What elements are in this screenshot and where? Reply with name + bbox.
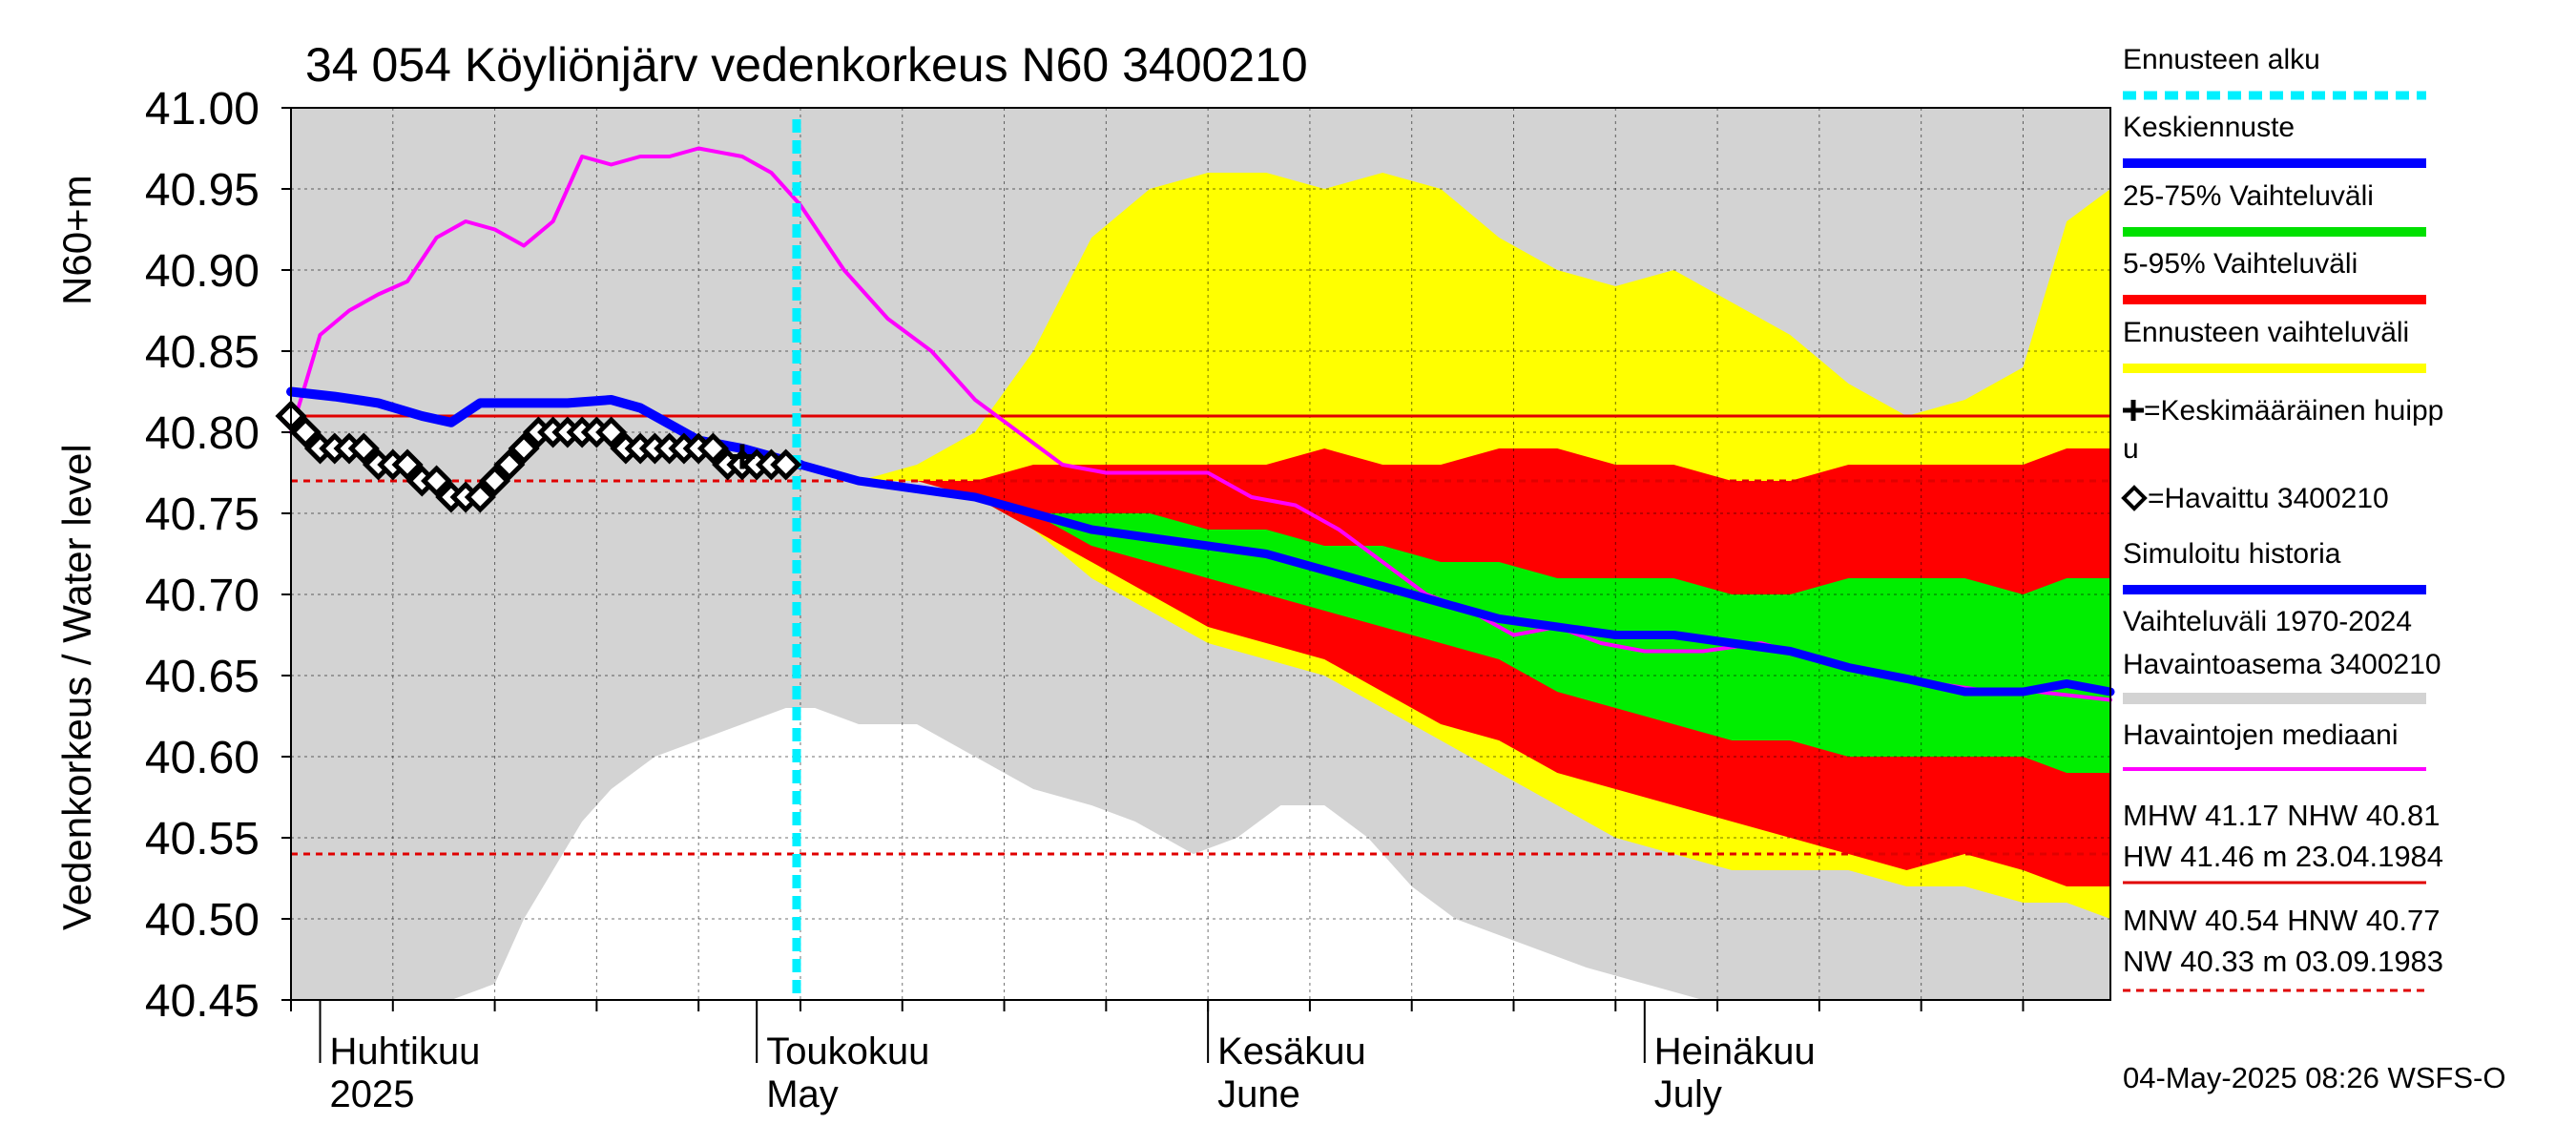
- observed-point: [493, 448, 526, 481]
- legend-25-75-vaihteluv-li: 25-75% Vaihteluväli: [2123, 180, 2374, 212]
- y-axis-ticks: 41.00 40.95 40.90 40.85 40.80 40.75 40.70 40.65…: [145, 84, 291, 1027]
- series-line-keskiennuste: [796, 460, 2115, 697]
- plot-border: [290, 107, 2111, 1001]
- y-tick-label: 40.90: [145, 246, 260, 297]
- month-label: Heinäkuu: [1654, 1030, 1816, 1072]
- y-tick-label: 40.65: [145, 652, 260, 702]
- legend-keskiennuste: Keskiennuste: [2123, 112, 2295, 143]
- y-tick-label: 40.70: [145, 571, 260, 621]
- month-label: Huhtikuu: [330, 1030, 481, 1072]
- y-tick-label: 40.85: [145, 327, 260, 378]
- y-axis-unit-label: N60+m: [54, 175, 99, 305]
- observed-point: [595, 416, 628, 448]
- legend-vaihteluv-li-1970-2024: Vaihteluväli 1970-2024: [2123, 606, 2412, 637]
- y-tick-label: 40.60: [145, 733, 260, 783]
- month-sublabel: July: [1654, 1073, 1722, 1115]
- y-tick-label: 40.50: [145, 895, 260, 946]
- band-5-95: [800, 448, 2110, 886]
- observed-point: [289, 416, 322, 448]
- y-tick-label: 40.80: [145, 408, 260, 459]
- observed-point: [479, 465, 511, 497]
- legend-ennusteen-alku: Ennusteen alku: [2123, 44, 2320, 75]
- band-25-75: [800, 465, 2110, 773]
- plot-area: [291, 108, 2110, 1000]
- legend-havaittu-3400210: =Havaittu 3400210: [2148, 483, 2389, 514]
- grid-lines: [290, 107, 2110, 1001]
- y-axis-label: Vedenkorkeus / Water level: [54, 444, 99, 930]
- legend-simuloitu-historia: Simuloitu historia: [2123, 538, 2341, 570]
- series-line-havaintojen-mediaani: [289, 146, 2112, 702]
- observed-point: [696, 432, 729, 465]
- legend-keskim-r-inen-huipp: =Keskimääräinen huipp: [2144, 395, 2443, 427]
- stats-line-1: MHW 41.17 NHW 40.81: [2123, 799, 2441, 832]
- legend-observed-marker: [2121, 485, 2148, 511]
- legend-5-95-vaihteluv-li: 5-95% Vaihteluväli: [2123, 248, 2358, 280]
- observed-point: [391, 448, 424, 481]
- y-tick-label: 40.95: [145, 165, 260, 216]
- month-sublabel: June: [1217, 1073, 1300, 1115]
- month-label: Kesäkuu: [1217, 1030, 1366, 1072]
- statistics-block: MHW 41.17 NHW 40.81 HW 41.46 m 23.04.198…: [2123, 799, 2443, 992]
- mean-peak-marker: [729, 444, 755, 469]
- observed-point: [464, 481, 496, 513]
- chart-title: 34 054 Köyliönjärv vedenkorkeus N60 3400…: [305, 38, 1308, 92]
- y-tick-label: 40.75: [145, 489, 260, 540]
- series-line-simuloitu-historia: [286, 386, 805, 469]
- reference-lines: [291, 414, 2110, 856]
- y-tick-label: 40.45: [145, 976, 260, 1027]
- footer-timestamp: 04-May-2025 08:26 WSFS-O: [2123, 1061, 2505, 1094]
- stats-line-4: NW 40.33 m 03.09.1983: [2123, 945, 2443, 978]
- month-label: Toukokuu: [766, 1030, 929, 1072]
- legend-havaintojen-mediaani: Havaintojen mediaani: [2123, 719, 2399, 751]
- observed-point: [347, 432, 380, 465]
- stats-line-3: MNW 40.54 HNW 40.77: [2123, 904, 2441, 937]
- observed-point: [421, 465, 453, 497]
- observed-point: [770, 448, 802, 481]
- legend-mean-peak-marker: [2123, 400, 2144, 421]
- legend: Ennusteen alku Keskiennuste 25-75% Vaihtel…: [2121, 44, 2443, 771]
- month-sublabel: May: [766, 1073, 839, 1115]
- y-tick-label: 40.55: [145, 814, 260, 864]
- stats-line-2: HW 41.46 m 23.04.1984: [2123, 840, 2443, 873]
- legend-keskim-r-inen-huipp-cont: u: [2123, 433, 2139, 465]
- legend-vaihteluv-li-1970-2024-cont: Havaintoasema 3400210: [2123, 649, 2441, 680]
- observed-point: [508, 432, 540, 465]
- legend-ennusteen-vaihteluv-li: Ennusteen vaihteluväli: [2123, 317, 2409, 348]
- data-series: [275, 107, 2115, 1001]
- month-sublabel: 2025: [330, 1073, 415, 1115]
- y-tick-label: 41.00: [145, 84, 260, 135]
